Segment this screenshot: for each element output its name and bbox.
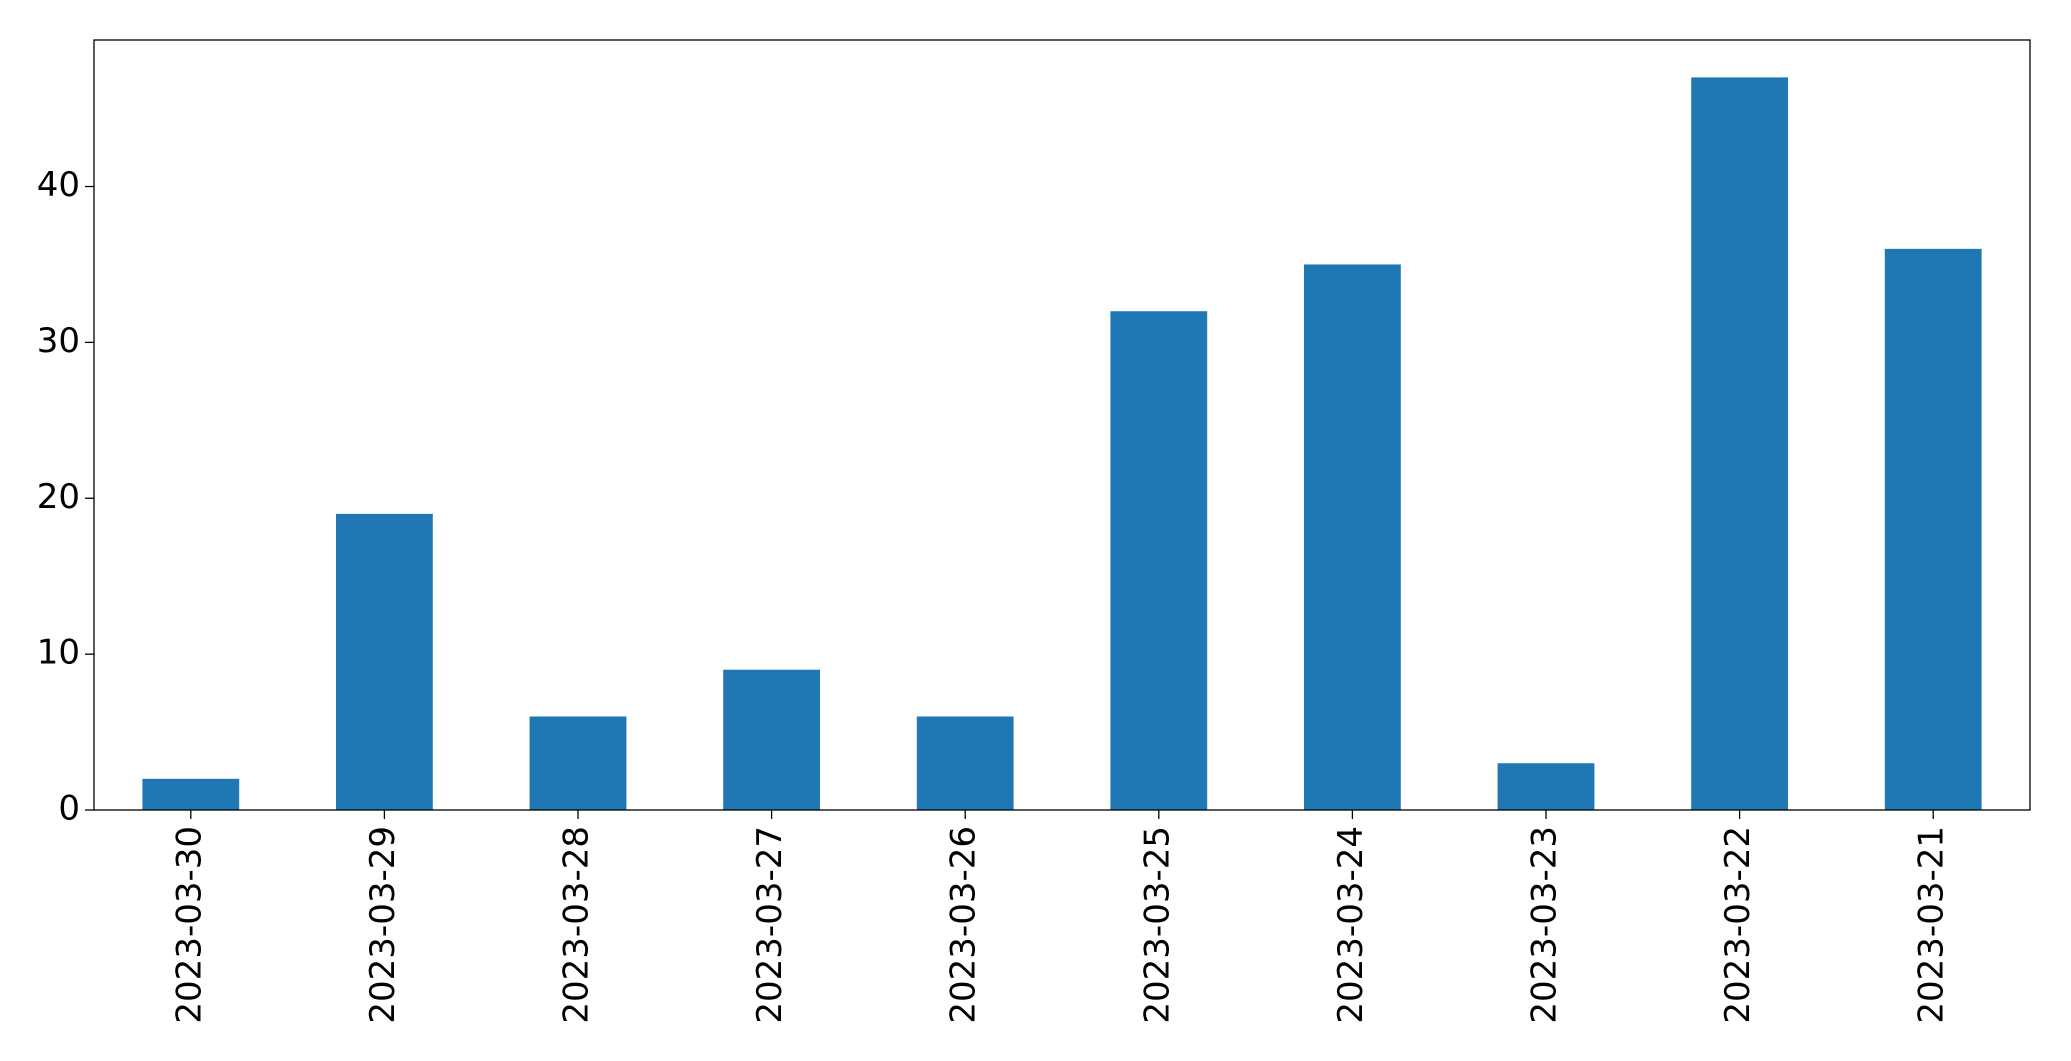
- x-tick-label: 2023-03-29: [363, 826, 403, 1024]
- x-tick-label: 2023-03-25: [1137, 826, 1177, 1024]
- x-tick-label: 2023-03-22: [1718, 826, 1758, 1024]
- x-tick-label: 2023-03-30: [169, 826, 209, 1024]
- x-tick-label: 2023-03-21: [1912, 826, 1952, 1024]
- y-tick-label: 30: [37, 321, 80, 361]
- bar: [529, 716, 627, 810]
- bar: [1110, 311, 1208, 810]
- x-tick-label: 2023-03-26: [944, 826, 984, 1024]
- y-tick-label: 40: [37, 165, 80, 205]
- x-tick-label: 2023-03-28: [557, 826, 597, 1024]
- y-tick-label: 0: [58, 789, 80, 829]
- bar: [916, 716, 1014, 810]
- bar: [1691, 77, 1788, 810]
- y-tick-label: 10: [37, 633, 80, 673]
- bar: [723, 669, 820, 810]
- bar: [1884, 248, 1982, 810]
- x-tick-label: 2023-03-23: [1525, 826, 1565, 1024]
- bar: [336, 513, 433, 810]
- bar: [142, 778, 240, 810]
- plot-frame: [93, 39, 2031, 811]
- bar: [1304, 264, 1401, 810]
- x-tick-label: 2023-03-24: [1331, 826, 1371, 1024]
- bar: [1497, 763, 1595, 810]
- x-tick-label: 2023-03-27: [750, 826, 790, 1024]
- y-tick-label: 20: [37, 477, 80, 517]
